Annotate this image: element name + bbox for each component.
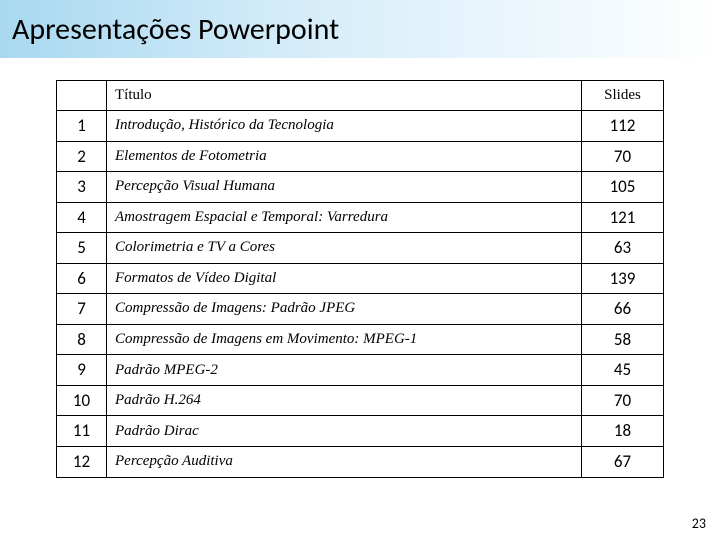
cell-title: Padrão Dirac xyxy=(107,416,582,447)
cell-slides: 139 xyxy=(582,263,664,294)
cell-title: Formatos de Vídeo Digital xyxy=(107,263,582,294)
cell-title: Colorimetria e TV a Cores xyxy=(107,233,582,264)
header-slides: Slides xyxy=(582,81,664,111)
cell-slides: 63 xyxy=(582,233,664,264)
cell-title: Introdução, Histórico da Tecnologia xyxy=(107,111,582,142)
table-row: 8Compressão de Imagens em Movimento: MPE… xyxy=(57,324,664,355)
cell-slides: 121 xyxy=(582,202,664,233)
cell-num: 8 xyxy=(57,324,107,355)
cell-slides: 66 xyxy=(582,294,664,325)
header-title: Título xyxy=(107,81,582,111)
cell-title: Percepção Auditiva xyxy=(107,447,582,478)
table-row: 10Padrão H.26470 xyxy=(57,385,664,416)
cell-slides: 112 xyxy=(582,111,664,142)
cell-title: Amostragem Espacial e Temporal: Varredur… xyxy=(107,202,582,233)
cell-num: 2 xyxy=(57,141,107,172)
cell-title: Padrão MPEG-2 xyxy=(107,355,582,386)
table-header-row: Título Slides xyxy=(57,81,664,111)
cell-title: Elementos de Fotometria xyxy=(107,141,582,172)
cell-num: 7 xyxy=(57,294,107,325)
cell-slides: 67 xyxy=(582,447,664,478)
header-num xyxy=(57,81,107,111)
table-row: 2Elementos de Fotometria70 xyxy=(57,141,664,172)
cell-title: Percepção Visual Humana xyxy=(107,172,582,203)
presentations-table-wrap: Título Slides 1Introdução, Histórico da … xyxy=(56,80,664,478)
table-row: 11Padrão Dirac18 xyxy=(57,416,664,447)
cell-slides: 18 xyxy=(582,416,664,447)
cell-num: 10 xyxy=(57,385,107,416)
header-band: Apresentações Powerpoint xyxy=(0,0,720,58)
table-row: 6Formatos de Vídeo Digital139 xyxy=(57,263,664,294)
cell-num: 6 xyxy=(57,263,107,294)
cell-num: 11 xyxy=(57,416,107,447)
table-row: 9Padrão MPEG-245 xyxy=(57,355,664,386)
page-title: Apresentações Powerpoint xyxy=(12,11,339,48)
cell-num: 5 xyxy=(57,233,107,264)
cell-title: Compressão de Imagens em Movimento: MPEG… xyxy=(107,324,582,355)
table-row: 4 Amostragem Espacial e Temporal: Varred… xyxy=(57,202,664,233)
cell-num: 1 xyxy=(57,111,107,142)
cell-slides: 70 xyxy=(582,385,664,416)
table-row: 1Introdução, Histórico da Tecnologia112 xyxy=(57,111,664,142)
cell-title: Compressão de Imagens: Padrão JPEG xyxy=(107,294,582,325)
cell-slides: 70 xyxy=(582,141,664,172)
cell-num: 9 xyxy=(57,355,107,386)
page-number: 23 xyxy=(692,515,706,532)
cell-num: 12 xyxy=(57,447,107,478)
cell-slides: 58 xyxy=(582,324,664,355)
table-row: 7 Compressão de Imagens: Padrão JPEG66 xyxy=(57,294,664,325)
presentations-table: Título Slides 1Introdução, Histórico da … xyxy=(56,80,664,478)
cell-num: 4 xyxy=(57,202,107,233)
cell-title: Padrão H.264 xyxy=(107,385,582,416)
cell-slides: 105 xyxy=(582,172,664,203)
table-row: 3Percepção Visual Humana105 xyxy=(57,172,664,203)
table-row: 12Percepção Auditiva67 xyxy=(57,447,664,478)
table-row: 5Colorimetria e TV a Cores63 xyxy=(57,233,664,264)
cell-num: 3 xyxy=(57,172,107,203)
cell-slides: 45 xyxy=(582,355,664,386)
